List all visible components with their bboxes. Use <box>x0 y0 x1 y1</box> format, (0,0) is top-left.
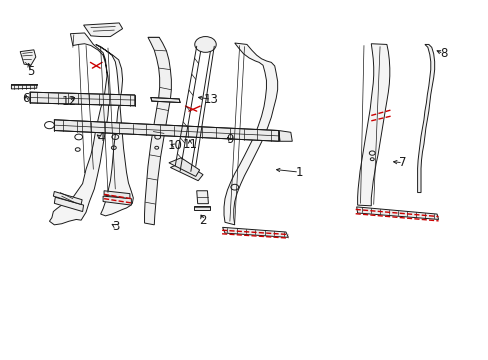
Polygon shape <box>196 191 208 204</box>
Polygon shape <box>168 158 199 176</box>
Polygon shape <box>170 162 203 181</box>
Polygon shape <box>54 197 83 212</box>
Text: 9: 9 <box>225 133 233 146</box>
Text: 4: 4 <box>97 131 104 144</box>
Text: 8: 8 <box>439 47 446 60</box>
Polygon shape <box>357 44 389 206</box>
Polygon shape <box>194 206 210 210</box>
Polygon shape <box>144 37 171 225</box>
Polygon shape <box>224 43 277 225</box>
Polygon shape <box>49 33 109 225</box>
Polygon shape <box>53 192 82 204</box>
Text: 13: 13 <box>203 93 218 106</box>
Text: 3: 3 <box>112 220 119 233</box>
Polygon shape <box>20 50 36 65</box>
Text: 7: 7 <box>398 156 406 169</box>
Circle shape <box>44 122 54 129</box>
Text: 2: 2 <box>199 214 206 227</box>
Polygon shape <box>104 191 130 199</box>
Polygon shape <box>278 131 292 141</box>
Text: 10: 10 <box>167 139 183 152</box>
Text: 6: 6 <box>22 92 30 105</box>
Circle shape <box>194 37 216 52</box>
Polygon shape <box>417 44 434 193</box>
Text: 5: 5 <box>27 65 35 78</box>
Text: 1: 1 <box>295 166 302 179</box>
Polygon shape <box>54 120 278 141</box>
Text: 12: 12 <box>61 95 76 108</box>
Polygon shape <box>83 23 122 37</box>
Polygon shape <box>30 92 135 106</box>
Polygon shape <box>103 196 131 205</box>
Text: 11: 11 <box>182 138 197 151</box>
Polygon shape <box>96 44 133 216</box>
Polygon shape <box>11 85 37 89</box>
Polygon shape <box>356 207 438 220</box>
Polygon shape <box>151 98 180 103</box>
Polygon shape <box>222 227 288 237</box>
